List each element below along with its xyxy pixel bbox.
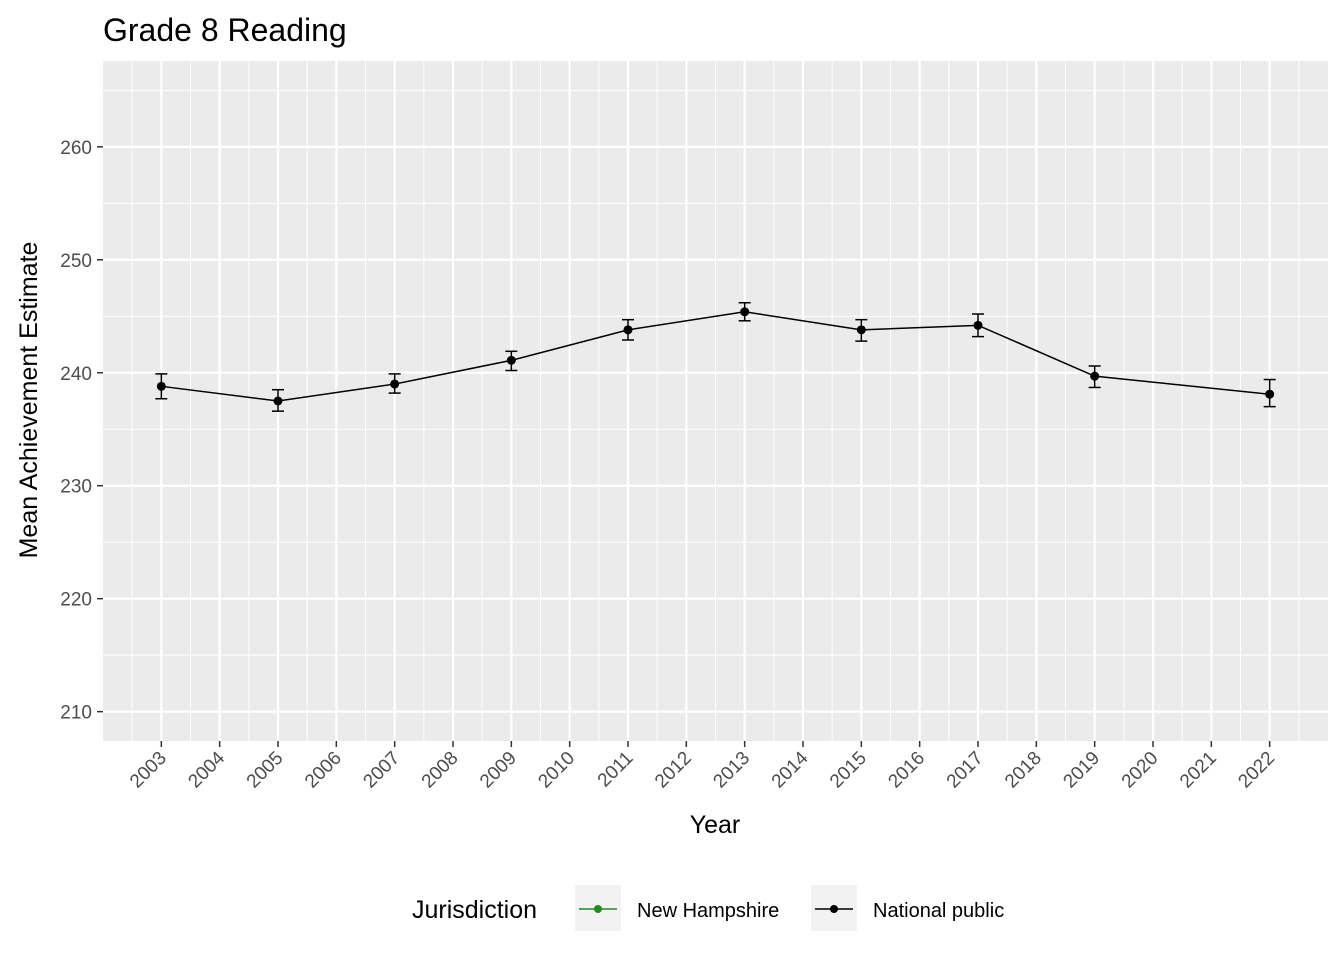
- x-tick-label: 2012: [651, 748, 696, 793]
- x-tick-label: 2014: [768, 747, 813, 792]
- x-tick-label: 2006: [301, 748, 346, 793]
- x-tick-label: 2011: [594, 748, 638, 792]
- major-gridlines: [103, 61, 1328, 741]
- data-point: [1265, 389, 1275, 399]
- data-point: [1090, 371, 1100, 381]
- data-point: [273, 396, 283, 406]
- minor-gridlines: [103, 61, 1328, 741]
- chart-title: Grade 8 Reading: [103, 12, 347, 48]
- series-line: [161, 311, 1270, 402]
- x-tick-label: 2007: [359, 748, 404, 793]
- x-tick-label: 2022: [1234, 748, 1279, 793]
- x-tick-label: 2009: [476, 748, 521, 793]
- legend-label: New Hampshire: [637, 900, 779, 922]
- data-point: [856, 325, 866, 335]
- x-axis-ticks: 2003 2004 2005 2006 2007 2008 2009 2010 2011 2012…: [126, 741, 1279, 792]
- data-point: [390, 379, 400, 389]
- x-tick-label: 2004: [184, 747, 229, 792]
- series-layer: [155, 301, 1276, 412]
- x-tick-label: 2008: [418, 748, 463, 793]
- x-tick-label: 2018: [1001, 748, 1046, 793]
- x-tick-label: 2017: [943, 748, 988, 793]
- y-tick-label: 210: [60, 703, 92, 724]
- x-tick-label: 2005: [243, 748, 288, 793]
- legend-title: Jurisdiction: [412, 896, 537, 924]
- legend: Jurisdiction New Hampshire National public: [412, 885, 1004, 931]
- x-tick-label: 2020: [1118, 748, 1163, 793]
- x-tick-label: 2021: [1176, 748, 1221, 793]
- legend-key-point: [594, 905, 602, 913]
- x-tick-label: 2016: [884, 748, 929, 793]
- x-tick-label: 2019: [1059, 748, 1104, 793]
- y-axis-title: Mean Achievement Estimate: [15, 242, 43, 559]
- data-point: [740, 307, 750, 317]
- data-point: [506, 355, 516, 365]
- y-tick-label: 260: [60, 138, 92, 159]
- y-tick-label: 230: [60, 477, 92, 498]
- y-tick-label: 220: [60, 590, 92, 611]
- y-axis-ticks: 210 220 230 240 250 260: [60, 138, 103, 724]
- x-tick-label: 2015: [826, 748, 871, 793]
- data-point: [156, 381, 166, 391]
- x-tick-label: 2010: [534, 748, 579, 793]
- data-point: [973, 320, 983, 330]
- data-point: [623, 325, 633, 335]
- y-tick-label: 240: [60, 364, 92, 385]
- legend-label: National public: [873, 900, 1004, 922]
- x-tick-label: 2013: [709, 748, 754, 793]
- x-tick-label: 2003: [126, 748, 171, 793]
- y-tick-label: 250: [60, 251, 92, 272]
- x-axis-title: Year: [690, 811, 741, 839]
- legend-key-point: [830, 905, 838, 913]
